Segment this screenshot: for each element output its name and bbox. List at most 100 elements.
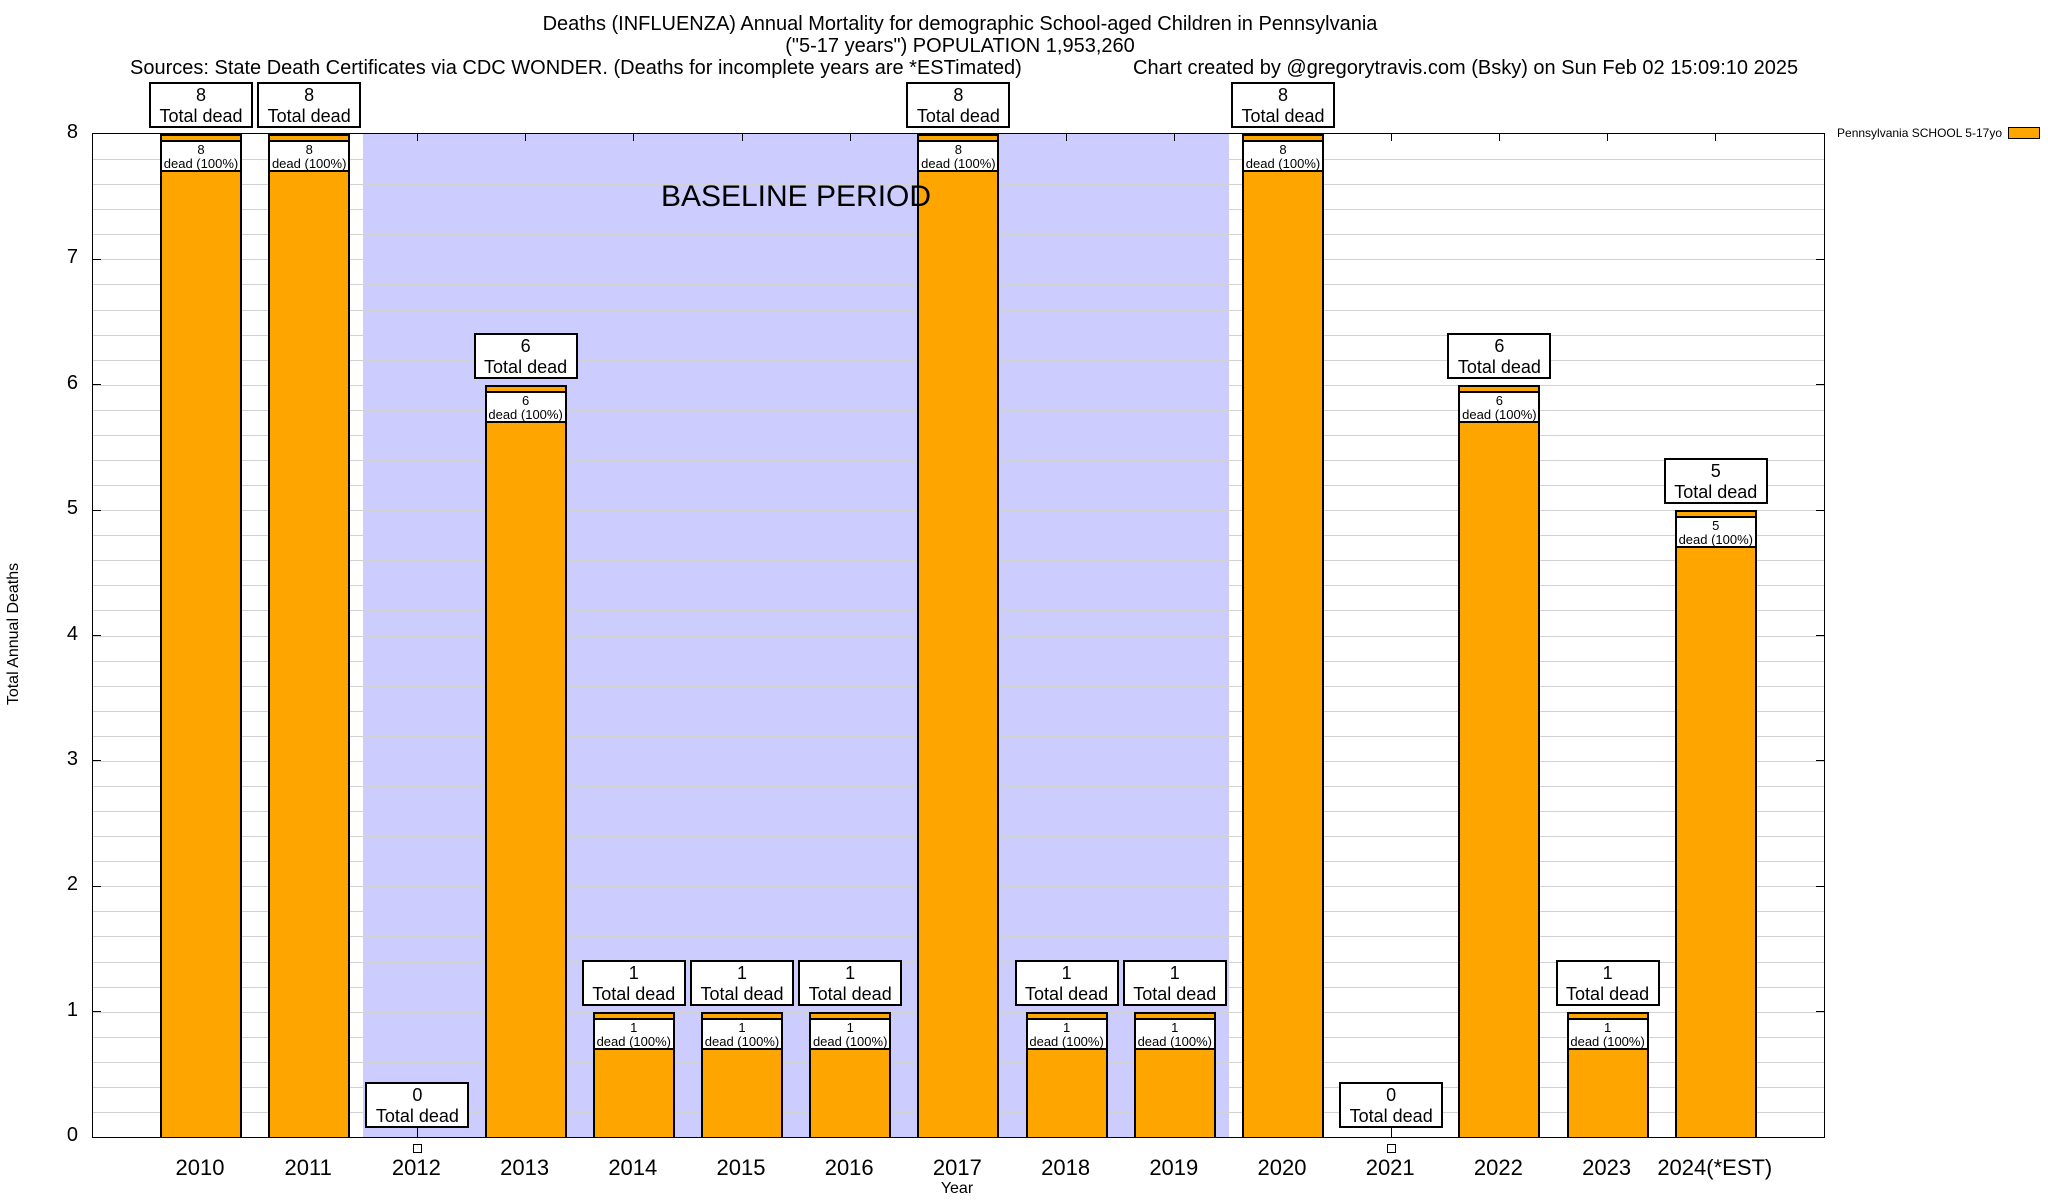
x-tick-label-2019: 2019 [1149,1155,1199,1180]
total-dead-value-2024(*EST): 5 [1710,461,1721,482]
x-tick [1390,134,1392,141]
total-dead-text-2010: Total dead [159,106,243,126]
x-tick-label-2016: 2016 [824,1155,874,1180]
total-dead-label-2021: 0 Total dead [1339,1082,1444,1128]
y-tick-label-6: 6 [66,371,78,394]
total-dead-label-2023: 1 Total dead [1555,959,1660,1006]
y-tick [1816,1011,1824,1013]
inner-dead-label-2017: 8 dead (100%) [917,140,1000,172]
y-tick [93,384,101,386]
total-dead-label-2016: 1 Total dead [798,959,903,1006]
x-tick-label-2023: 2023 [1582,1155,1632,1180]
total-dead-text-2023: Total dead [1566,983,1650,1004]
x-tick [1715,134,1717,141]
x-axis-title: Year [940,1180,974,1197]
y-tick-label-2: 2 [66,873,78,896]
inner-dead-value-2023: 1 [1603,1019,1612,1035]
total-dead-label-2013: 6 Total dead [473,332,578,379]
total-dead-label-2020: 8 Total dead [1231,82,1335,128]
total-dead-value-2018: 1 [1061,962,1072,983]
x-tick [849,134,851,141]
y-tick-label-0: 0 [66,1124,78,1146]
y-tick [1816,509,1824,511]
x-tick-label-2024(*EST): 2024(*EST) [1657,1155,1773,1180]
inner-dead-value-2019: 1 [1171,1019,1179,1035]
total-dead-text-2017: Total dead [916,106,1000,126]
total-dead-text-2024(*EST): Total dead [1674,482,1758,503]
y-tick [1816,258,1824,260]
bar-2017 [917,134,1000,1137]
x-tick-label-2018: 2018 [1041,1155,1091,1180]
inner-dead-value-2018: 1 [1062,1019,1071,1035]
bar-2013 [484,384,567,1137]
chart-title: Deaths (INFLUENZA) Annual Mortality for … [542,13,1378,35]
x-tick-label-2022: 2022 [1473,1155,1523,1180]
inner-dead-text-2015: dead (100%) [704,1033,780,1049]
total-dead-text-2021: Total dead [1349,1106,1433,1126]
baseline-period-label: BASELINE PERIOD [660,180,932,213]
total-dead-value-2014: 1 [628,962,639,983]
inner-dead-label-2011: 8 dead (100%) [268,140,351,172]
chart-subtitle: ("5-17 years") POPULATION 1,953,260 [785,35,1135,57]
inner-dead-value-2015: 1 [738,1019,746,1035]
inner-dead-value-2016: 1 [846,1019,854,1035]
total-dead-label-2017: 8 Total dead [906,82,1011,128]
x-tick-label-2010: 2010 [175,1155,225,1180]
y-tick-label-5: 5 [66,497,78,520]
x-tick-label-2011: 2011 [284,1155,332,1180]
total-dead-label-2024(*EST): 5 Total dead [1663,458,1768,505]
y-tick [93,760,101,762]
total-dead-value-2015: 1 [736,962,747,983]
x-tick [741,134,743,141]
legend-label: Pennsylvania SCHOOL 5-17yo [1837,126,2002,140]
inner-dead-value-2011: 8 [305,142,313,157]
total-dead-label-2015: 1 Total dead [690,959,794,1006]
inner-dead-label-2022: 6 dead (100%) [1458,390,1541,423]
x-tick [1607,134,1609,141]
total-dead-label-2019: 1 Total dead [1122,959,1227,1006]
inner-dead-text-2022: dead (100%) [1462,406,1537,422]
inner-dead-text-2017: dead (100%) [921,156,996,171]
bar-2022 [1458,384,1541,1137]
total-dead-text-2020: Total dead [1241,106,1325,126]
y-tick [93,509,101,511]
total-dead-label-2010: 8 Total dead [149,82,253,128]
bar-2010 [160,134,242,1137]
total-dead-text-2022: Total dead [1457,356,1541,377]
zero-leader-line-2021 [1390,1128,1392,1137]
inner-dead-text-2023: dead (100%) [1570,1033,1645,1049]
total-dead-value-2019: 1 [1169,962,1180,983]
total-dead-text-2018: Total dead [1025,983,1109,1004]
inner-dead-label-2020: 8 dead (100%) [1242,140,1324,172]
total-dead-label-2014: 1 Total dead [581,959,686,1006]
y-tick-label-8: 8 [66,121,78,143]
inner-dead-value-2022: 6 [1495,392,1503,408]
total-dead-value-2020: 8 [1277,85,1288,105]
x-tick [633,134,635,141]
plot-area: 8 dead (100%) 8 Total dead 8 dead (100%) 8 Tota… [92,82,1825,1153]
total-dead-label-2022: 6 Total dead [1447,332,1552,379]
total-dead-text-2011: Total dead [267,106,351,126]
x-tick-label-2013: 2013 [500,1155,550,1180]
inner-dead-value-2014: 1 [630,1019,638,1035]
total-dead-text-2014: Total dead [592,983,676,1004]
credit-note: Chart created by @gregorytravis.com (Bsk… [1133,57,1799,79]
y-tick-label-3: 3 [66,747,78,770]
total-dead-text-2013: Total dead [484,356,568,377]
inner-dead-value-2020: 8 [1279,142,1287,157]
inner-dead-label-2016: 1 dead (100%) [809,1017,892,1050]
y-tick [1816,635,1824,636]
inner-dead-text-2019: dead (100%) [1137,1033,1213,1049]
inner-dead-label-2015: 1 dead (100%) [701,1017,783,1050]
total-dead-value-2010: 8 [195,85,206,105]
inner-dead-value-2010: 8 [197,142,205,157]
x-tick [1498,134,1500,141]
y-tick-label-7: 7 [66,246,78,269]
inner-dead-text-2014: dead (100%) [596,1033,672,1049]
inner-dead-label-2010: 8 dead (100%) [160,140,242,172]
inner-dead-label-2023: 1 dead (100%) [1566,1017,1649,1050]
y-tick [1816,760,1824,762]
inner-dead-label-2014: 1 dead (100%) [592,1017,675,1050]
y-tick [93,1011,101,1013]
